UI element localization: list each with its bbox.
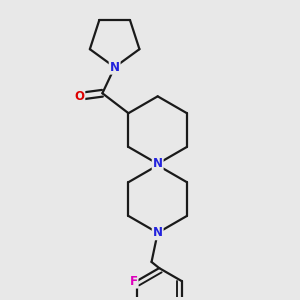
Text: O: O xyxy=(74,90,84,103)
Text: N: N xyxy=(153,157,163,170)
Text: N: N xyxy=(153,226,163,239)
Text: N: N xyxy=(110,61,120,74)
Text: F: F xyxy=(130,274,138,288)
